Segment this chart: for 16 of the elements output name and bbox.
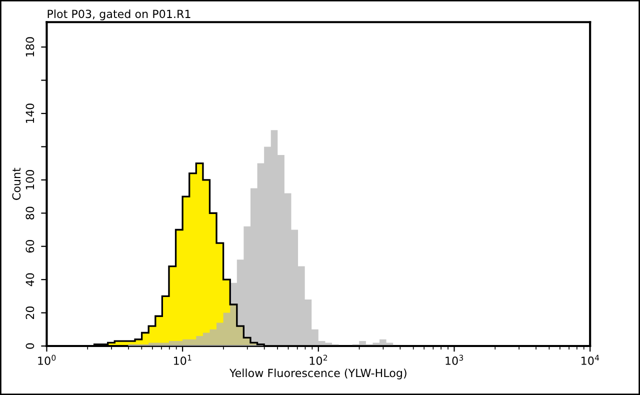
y-tick-label: 140 bbox=[26, 104, 34, 123]
x-tick-label: 10$^{4}$ bbox=[582, 354, 600, 365]
chart-title: Plot P03, gated on P01.R1 bbox=[48, 10, 190, 20]
x-axis-title: Yellow Fluorescence (YLW-HLog) bbox=[229, 368, 406, 380]
x-tick-label: 10$^{0}$ bbox=[38, 354, 56, 365]
x-tick-label: 10$^{1}$ bbox=[174, 354, 192, 365]
y-tick-label: 100 bbox=[26, 170, 34, 190]
y-tick-label: 80 bbox=[26, 206, 34, 220]
y-axis-title: Count bbox=[12, 168, 21, 200]
y-tick-label: 20 bbox=[26, 306, 34, 320]
y-tick-label: 60 bbox=[26, 240, 34, 253]
y-tick-label: 40 bbox=[26, 273, 34, 286]
y-tick-label: 180 bbox=[26, 37, 34, 56]
y-tick-label: 0 bbox=[26, 343, 34, 349]
x-tick-label: 10$^{2}$ bbox=[310, 354, 328, 365]
x-tick-label: 10$^{3}$ bbox=[446, 354, 464, 365]
